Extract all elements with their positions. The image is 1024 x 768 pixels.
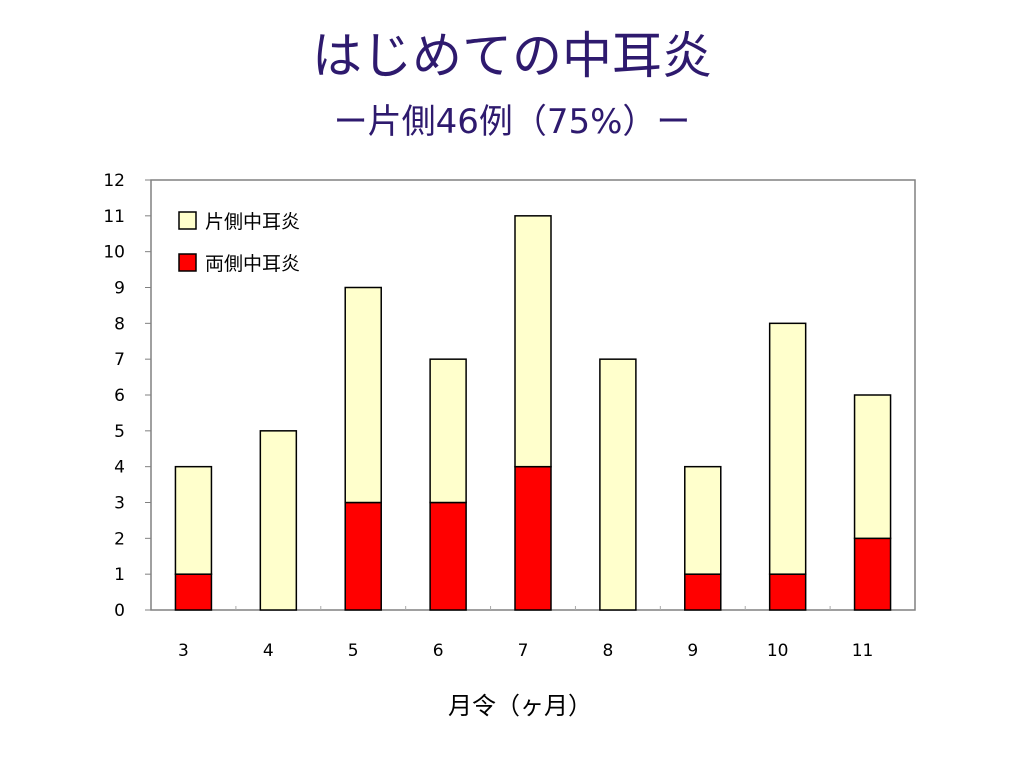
- bar-unilateral: [684, 465, 722, 575]
- y-tick-label: 2: [114, 529, 125, 549]
- bar-unilateral: [429, 358, 467, 504]
- bar-bilateral: [853, 537, 892, 611]
- bars: [174, 215, 892, 611]
- x-tick-label: 4: [263, 641, 274, 661]
- x-tick-label: 9: [687, 641, 698, 661]
- legend-label: 両側中耳炎: [205, 253, 300, 275]
- x-axis-ticks: 3 4 5 6 7 8 9 10 11: [178, 606, 873, 661]
- bar-bilateral: [344, 501, 382, 611]
- bar-unilateral: [259, 430, 298, 611]
- slide-title: はじめての中耳炎: [312, 27, 712, 85]
- y-tick-label: 1: [114, 565, 125, 585]
- bar-bilateral: [174, 573, 213, 611]
- x-tick-label: 3: [178, 641, 189, 661]
- y-tick-label: 4: [114, 458, 125, 478]
- y-tick-label: 9: [114, 279, 125, 299]
- y-tick-label: 3: [114, 494, 125, 514]
- y-tick-label: 7: [114, 350, 125, 370]
- y-tick-label: 8: [114, 314, 125, 334]
- bar-bilateral: [684, 573, 722, 611]
- bar-bilateral: [514, 465, 552, 611]
- bar-unilateral: [344, 286, 382, 504]
- legend-swatch: [178, 211, 197, 230]
- x-tick-label: 11: [852, 641, 874, 661]
- bar-unilateral: [853, 394, 892, 540]
- bar-bilateral: [429, 501, 467, 611]
- x-tick-label: 6: [433, 641, 444, 661]
- x-tick-label: 5: [348, 641, 359, 661]
- x-tick-label: 7: [518, 641, 529, 661]
- x-tick-label: 8: [602, 641, 613, 661]
- legend-label: 片側中耳炎: [205, 211, 300, 233]
- y-tick-label: 5: [114, 422, 125, 442]
- x-axis-label: 月令（ヶ月）: [448, 692, 592, 720]
- bar-unilateral: [174, 465, 213, 575]
- x-tick-label: 10: [767, 641, 789, 661]
- legend-swatch: [178, 253, 197, 272]
- bar-unilateral: [514, 215, 552, 468]
- bar-unilateral: [768, 322, 807, 575]
- y-tick-label: 0: [114, 601, 125, 621]
- y-tick-label: 10: [103, 243, 125, 263]
- y-tick-label: 6: [114, 386, 125, 406]
- bar-bilateral: [768, 573, 807, 611]
- y-tick-label: 11: [103, 207, 125, 227]
- slide-subtitle: ー片側46例（75%）ー: [333, 102, 691, 142]
- y-tick-label: 12: [103, 171, 125, 191]
- bar-unilateral: [599, 358, 637, 611]
